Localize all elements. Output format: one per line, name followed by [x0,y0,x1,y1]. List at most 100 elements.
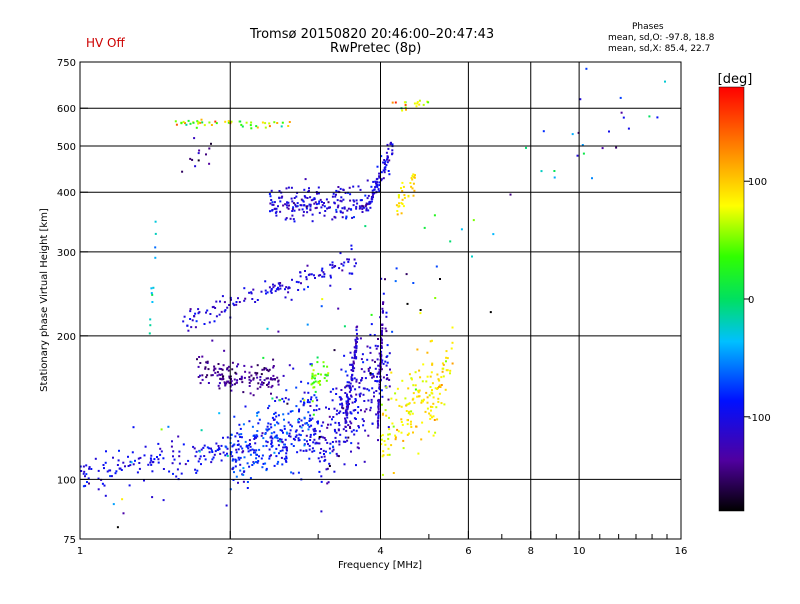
scatter-point [309,436,312,438]
scatter-point [253,449,256,452]
scatter-point [220,310,223,313]
scatter-point [297,281,300,284]
scatter-point [172,450,175,453]
scatter-point [437,378,440,381]
scatter-point [279,282,282,284]
scatter-point [323,453,325,455]
scatter-points-layer [79,67,666,529]
scatter-point [293,197,296,199]
scatter-point [340,200,343,203]
scatter-point [365,203,368,206]
scatter-point [344,411,347,413]
scatter-point [345,215,348,218]
scatter-point [429,414,432,417]
scatter-point [404,104,407,106]
scatter-point [420,399,423,402]
scatter-point [346,209,349,212]
scatter-point [346,374,349,377]
scatter-point [283,400,285,403]
scatter-point [403,196,406,199]
scatter-point [243,456,246,459]
scatter-point [268,457,271,460]
scatter-point [275,207,278,210]
scatter-point [290,298,293,301]
scatter-point [364,377,367,380]
scatter-point [265,292,267,295]
scatter-point [244,440,247,443]
scatter-point [254,451,257,454]
scatter-point [310,424,313,427]
scatter-point [236,365,238,368]
scatter-point [429,417,432,420]
scatter-point [377,414,380,417]
scatter-point [256,364,259,367]
scatter-point [377,422,379,425]
scatter-point [306,323,309,326]
scatter-point [371,422,374,425]
scatter-point [227,120,230,123]
scatter-point [245,445,248,448]
scatter-point [187,459,190,462]
scatter-point [358,426,360,429]
scatter-point [294,430,297,433]
scatter-point [426,407,429,410]
scatter-point [384,443,387,446]
scatter-point [317,380,320,383]
scatter-point [225,446,228,449]
y-tick-label-100: 100 [57,475,76,486]
scatter-point [273,121,276,124]
scatter-point [362,387,365,390]
scatter-point [337,428,340,431]
scatter-point [210,447,212,450]
scatter-point [424,410,427,413]
scatter-point [308,457,311,460]
scatter-point [277,205,279,208]
scatter-point [377,408,380,411]
scatter-point [349,382,352,385]
scatter-point [370,401,373,404]
scatter-point [355,464,357,467]
scatter-point [294,435,297,438]
scatter-point [242,480,245,483]
scatter-point [233,443,236,446]
scatter-point [335,189,338,192]
scatter-point [436,418,439,421]
scatter-point [406,302,409,305]
scatter-point [357,425,360,427]
scatter-point [160,428,163,431]
scatter-point [258,455,260,458]
scatter-point [221,295,224,298]
scatter-point [299,425,302,428]
scatter-point [264,122,267,125]
scatter-point [296,451,299,454]
scatter-point [267,407,270,410]
scatter-point [318,442,321,445]
scatter-point [313,449,316,452]
scatter-point [387,426,390,429]
scatter-point [260,383,263,386]
scatter-point [234,458,237,461]
scatter-point [261,466,264,469]
scatter-point [317,202,320,205]
scatter-point [303,444,306,447]
scatter-point [214,450,217,453]
scatter-point [405,108,407,111]
scatter-point [400,212,403,215]
scatter-point [274,378,276,381]
scatter-point [261,381,263,384]
scatter-point [305,449,308,452]
scatter-point [298,208,301,211]
scatter-point [378,176,381,179]
scatter-point [407,412,410,415]
scatter-point [194,455,197,458]
scatter-point [149,457,152,460]
scatter-point [281,284,284,287]
scatter-point [308,189,310,192]
scatter-point [122,512,125,515]
scatter-point [322,421,325,424]
scatter-point [472,219,475,222]
scatter-point [323,377,326,380]
scatter-point [199,382,202,385]
scatter-point [309,405,312,407]
scatter-point [297,289,300,291]
